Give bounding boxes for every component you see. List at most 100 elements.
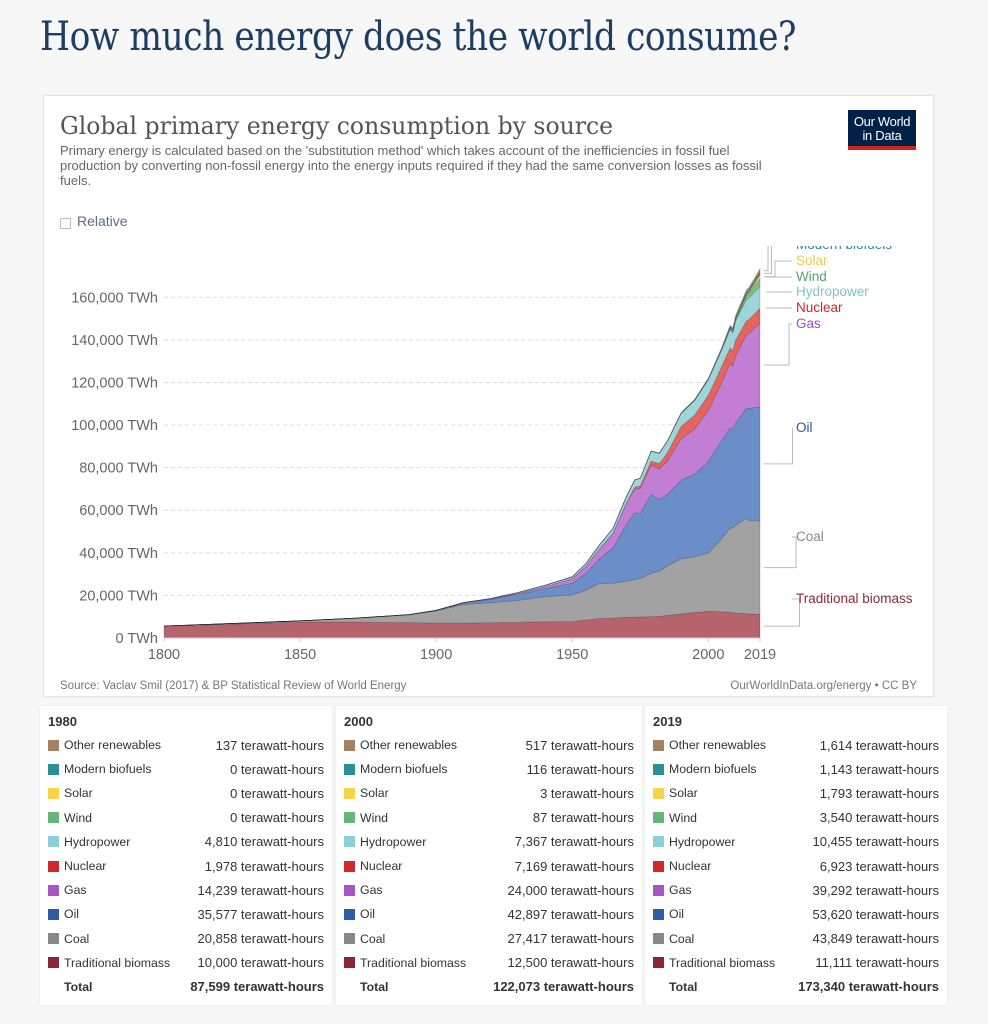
- tooltip-series-name: Modern biofuels: [669, 762, 757, 777]
- tooltip-series-name: Modern biofuels: [360, 762, 448, 777]
- tooltip-row: Other renewables 1,614 terawatt-hours: [653, 733, 939, 757]
- label-connector: [764, 598, 800, 627]
- tooltip-series-value: 1,143 terawatt-hours: [819, 761, 939, 777]
- tooltip-total-label: Total: [360, 979, 389, 994]
- legend-swatch: [48, 860, 59, 872]
- y-tick-label: 0 TWh: [116, 631, 158, 647]
- y-tick-label: 20,000 TWh: [79, 588, 158, 604]
- tooltip-total-value: 87,599 terawatt-hours: [190, 979, 324, 995]
- legend-swatch: [653, 933, 664, 945]
- relative-toggle[interactable]: Relative: [60, 213, 128, 229]
- tooltip-row: Solar 1,793 terawatt-hours: [653, 781, 939, 805]
- relative-checkbox[interactable]: [60, 217, 71, 229]
- tooltip-row: Gas 24,000 terawatt-hours: [344, 878, 634, 902]
- tooltip-row: Coal 20,858 terawatt-hours: [48, 927, 324, 951]
- legend-swatch: [653, 957, 664, 969]
- tooltip-series-name: Solar: [669, 786, 698, 801]
- legend-swatch: [653, 739, 664, 751]
- legend-swatch: [48, 933, 59, 945]
- tooltip-row: Other renewables 137 terawatt-hours: [48, 733, 324, 757]
- tooltip-series-name: Other renewables: [360, 738, 458, 753]
- logo-line-2: in Data: [862, 128, 902, 143]
- x-tick-label: 1800: [148, 647, 180, 663]
- tooltip-row: Wind 0 terawatt-hours: [48, 806, 324, 830]
- tooltip-row: Nuclear 7,169 terawatt-hours: [344, 854, 634, 878]
- tooltip-row: Wind 87 terawatt-hours: [344, 806, 634, 830]
- tooltip-series-name: Modern biofuels: [64, 762, 152, 777]
- tooltip-series-name: Wind: [669, 810, 698, 825]
- legend-swatch: [48, 812, 59, 824]
- x-tick-label: 2000: [692, 647, 724, 663]
- y-tick-label: 160,000 TWh: [71, 290, 158, 306]
- tooltip-row: Traditional biomass 10,000 terawatt-hours: [48, 951, 324, 975]
- tooltip-year: 2019: [653, 714, 682, 729]
- owid-logo[interactable]: Our World in Data: [848, 110, 916, 150]
- tooltip-total-row: Total 122,073 terawatt-hours: [344, 975, 634, 999]
- tooltip-series-name: Traditional biomass: [669, 955, 776, 970]
- label-connector: [764, 536, 797, 569]
- chart-subtitle: Primary energy is calculated based on th…: [60, 143, 762, 188]
- tooltip-series-name: Wind: [360, 810, 389, 825]
- legend-swatch: [344, 739, 355, 751]
- tooltip-series-value: 43,849 terawatt-hours: [812, 931, 939, 947]
- tooltip-row: Modern biofuels 116 terawatt-hours: [344, 757, 634, 781]
- tooltip-series-value: 0 terawatt-hours: [230, 761, 324, 777]
- tooltip-2000: 2000 Other renewables 517 terawatt-hours Mo…: [336, 706, 642, 1006]
- tooltip-series-value: 20,858 terawatt-hours: [197, 931, 324, 947]
- series-labels: Traditional biomass Coal Oil GasNuclearHydr…: [764, 246, 913, 627]
- y-tick-label: 140,000 TWh: [71, 333, 158, 349]
- series-label: Nuclear: [796, 300, 843, 315]
- tooltip-row: Other renewables 517 terawatt-hours: [344, 733, 634, 757]
- stacked-area-chart[interactable]: 0 TWh 20,000 TWh 40,000 TWh 60,000 TWh 80,00…: [44, 246, 933, 676]
- tooltip-row: Nuclear 1,978 terawatt-hours: [48, 854, 324, 878]
- tooltip-series-value: 7,169 terawatt-hours: [514, 858, 634, 874]
- tooltip-year: 1980: [48, 714, 77, 729]
- tooltip-series-name: Coal: [669, 931, 695, 946]
- tooltip-row: Hydropower 4,810 terawatt-hours: [48, 830, 324, 854]
- tooltip-series-name: Gas: [360, 883, 383, 898]
- tooltip-series-name: Oil: [64, 907, 80, 922]
- area-other-renewables: [163, 267, 761, 627]
- legend-swatch: [344, 763, 355, 775]
- tooltip-series-value: 87 terawatt-hours: [532, 810, 634, 826]
- legend-swatch: [653, 763, 664, 775]
- relative-label: Relative: [77, 213, 128, 229]
- y-tick-label: 80,000 TWh: [79, 461, 158, 477]
- legend-swatch: [48, 957, 59, 969]
- legend-swatch: [653, 812, 664, 824]
- legend-swatch: [48, 787, 59, 799]
- tooltip-row: Hydropower 10,455 terawatt-hours: [653, 830, 939, 854]
- gridlines: [164, 296, 760, 596]
- tooltip-row: Coal 27,417 terawatt-hours: [344, 927, 634, 951]
- tooltip-series-name: Other renewables: [669, 738, 767, 753]
- series-label: Coal: [796, 529, 824, 544]
- tooltip-row: Coal 43,849 terawatt-hours: [653, 927, 939, 951]
- tooltip-series-value: 39,292 terawatt-hours: [812, 882, 939, 898]
- tooltip-series-value: 1,793 terawatt-hours: [819, 785, 939, 801]
- tooltip-2019: 2019 Other renewables 1,614 terawatt-hours…: [645, 706, 947, 1006]
- tooltip-series-name: Solar: [360, 786, 389, 801]
- tooltip-series-name: Other renewables: [64, 738, 162, 753]
- legend-swatch: [48, 763, 59, 775]
- tooltip-series-value: 3,540 terawatt-hours: [819, 810, 939, 826]
- tooltip-series-value: 1,614 terawatt-hours: [819, 737, 939, 753]
- legend-swatch: [344, 812, 355, 824]
- logo-line-1: Our World: [853, 114, 911, 129]
- tooltip-series-value: 10,455 terawatt-hours: [812, 834, 939, 850]
- tooltip-total-value: 122,073 terawatt-hours: [493, 979, 634, 995]
- tooltip-series-name: Gas: [669, 883, 692, 898]
- x-tick-label: 2019: [744, 647, 776, 663]
- tooltip-1980: 1980 Other renewables 137 terawatt-hours Mo…: [40, 706, 332, 1006]
- tooltip-row: Gas 39,292 terawatt-hours: [653, 878, 939, 902]
- tooltip-row: Hydropower 7,367 terawatt-hours: [344, 830, 634, 854]
- legend-swatch: [344, 957, 355, 969]
- x-tick-label: 1900: [420, 647, 452, 663]
- tooltip-series-name: Nuclear: [64, 859, 107, 874]
- tooltip-series-value: 53,620 terawatt-hours: [812, 906, 939, 922]
- tooltip-row: Wind 3,540 terawatt-hours: [653, 806, 939, 830]
- tooltip-series-name: Hydropower: [669, 834, 736, 849]
- license-link[interactable]: OurWorldInData.org/energy • CC BY: [730, 680, 917, 692]
- tooltip-series-value: 35,577 terawatt-hours: [197, 906, 324, 922]
- label-connector: [764, 246, 772, 275]
- legend-swatch: [344, 933, 355, 945]
